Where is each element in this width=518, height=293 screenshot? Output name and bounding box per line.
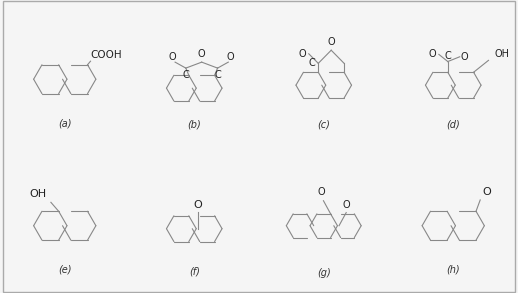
Text: O: O [483,187,492,197]
Text: COOH: COOH [91,50,122,60]
Text: (c): (c) [318,120,330,130]
Text: O: O [198,49,206,59]
Text: (a): (a) [58,118,71,128]
Text: OH: OH [495,49,509,59]
Text: C: C [182,70,189,80]
Text: C: C [309,58,315,68]
Text: O: O [327,37,335,47]
Text: (g): (g) [317,268,330,277]
Text: (f): (f) [189,266,199,276]
Text: O: O [429,50,437,59]
Text: OH: OH [29,189,46,199]
Text: O: O [317,187,325,197]
Text: O: O [194,200,203,209]
Text: O: O [169,52,177,62]
Text: (b): (b) [188,120,201,130]
Text: (d): (d) [447,120,460,130]
Text: C: C [444,51,451,61]
Text: O: O [299,49,306,59]
Text: O: O [227,52,235,62]
Text: (e): (e) [58,265,71,275]
Text: O: O [461,52,468,62]
Text: O: O [343,200,351,210]
Text: (h): (h) [447,265,460,275]
Text: C: C [214,70,221,80]
